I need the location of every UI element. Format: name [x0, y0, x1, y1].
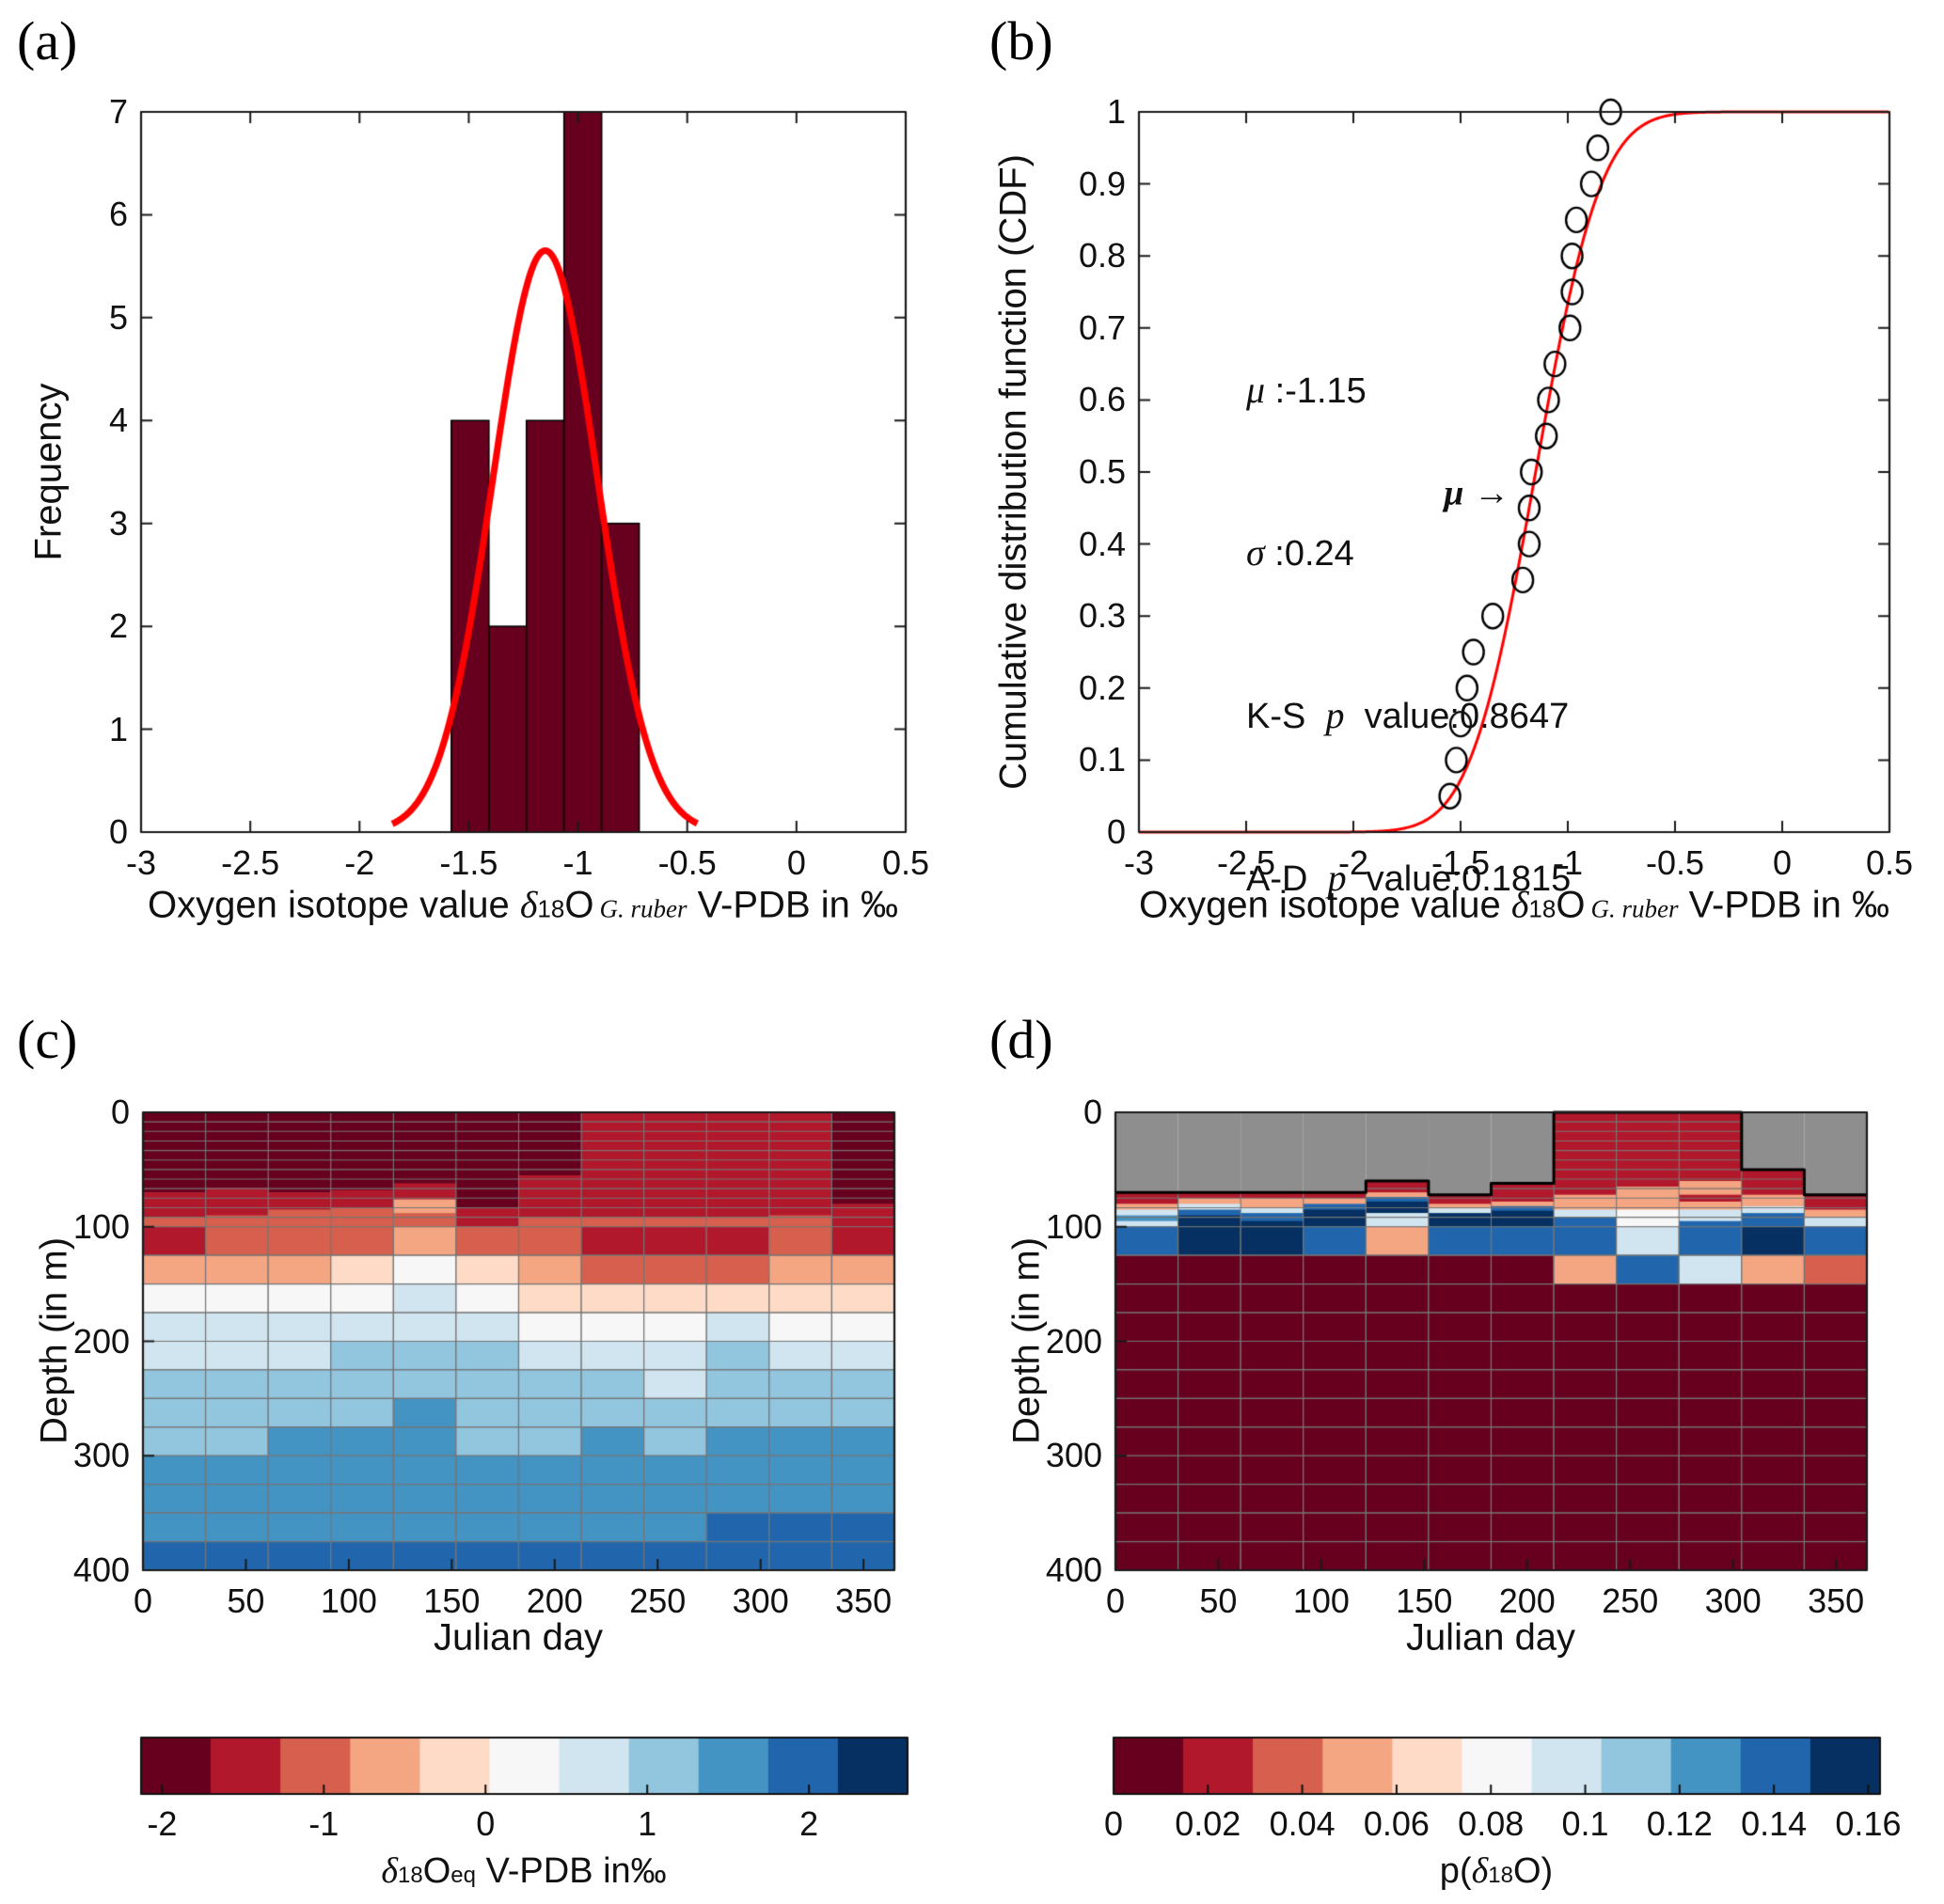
axis-label-d-y: Depth (in m) [1005, 1236, 1048, 1445]
axis-label-a-x: Oxygen isotope value δ 18 O G. ruber V-PDB … [148, 883, 898, 926]
tick-label: 150 [423, 1581, 481, 1620]
tick-label: 0.3 [1078, 596, 1126, 636]
tick-label: -1 [1552, 843, 1584, 882]
tick-label: 0 [476, 1804, 496, 1843]
tick-label: 0 [786, 843, 806, 882]
tick-label: 250 [1602, 1581, 1659, 1620]
axis-label-b-x: Oxygen isotope value δ 18 O G. ruber V-PDB … [1139, 883, 1889, 926]
tick-label: 0.08 [1458, 1804, 1525, 1843]
tick-label: 0 [108, 812, 128, 851]
tick-label: 6 [108, 195, 128, 234]
tick-label: 0 [1106, 812, 1126, 851]
tick-label: 50 [1199, 1581, 1238, 1620]
panel-letter-c: (c) [17, 1009, 78, 1070]
tick-label: 350 [835, 1581, 893, 1620]
tick-label: 4 [108, 401, 128, 440]
axis-label-c-x: Julian day [433, 1616, 604, 1659]
tick-label: 7 [108, 92, 128, 131]
mu-arrow-annotation: μ → [1444, 473, 1509, 513]
tick-label: -2 [1337, 843, 1369, 882]
colorbar-d-label: p(δ 18 O) [1439, 1851, 1554, 1891]
tick-label: 0.2 [1078, 668, 1126, 707]
tick-label: -1 [308, 1804, 340, 1843]
tick-label: 1 [1106, 92, 1126, 131]
tick-label: -1.5 [439, 843, 498, 882]
tick-label: 5 [108, 297, 128, 337]
axis-label-d-x: Julian day [1405, 1616, 1576, 1659]
tick-label: 300 [1704, 1581, 1762, 1620]
tick-label: 50 [227, 1581, 265, 1620]
stats-line-ad: A-D p value:0.1815 [1246, 857, 1572, 899]
tick-label: 0.4 [1078, 524, 1126, 563]
panel-letter-a: (a) [17, 10, 78, 71]
panel-letter-d: (d) [989, 1009, 1053, 1070]
tick-label: 200 [526, 1581, 583, 1620]
axis-label-b-y: Cumulative distribution function (CDF) [992, 154, 1035, 790]
tick-label: 100 [320, 1581, 377, 1620]
tick-label: 350 [1808, 1581, 1865, 1620]
tick-label: 0.1 [1078, 740, 1126, 779]
tick-label: 300 [732, 1581, 789, 1620]
tick-label: -2.5 [1216, 843, 1276, 882]
tick-label: 150 [1396, 1581, 1453, 1620]
tick-label: -2 [147, 1804, 178, 1843]
tick-label: 1 [108, 709, 128, 748]
tick-label: 100 [1045, 1206, 1102, 1246]
stats-line-sigma: σ :0.24 [1246, 531, 1354, 574]
tick-label: 0.5 [1865, 843, 1914, 882]
tick-label: 400 [1045, 1550, 1102, 1589]
tick-label: -3 [125, 843, 157, 882]
tick-label: -2.5 [221, 843, 280, 882]
tick-label: 0.14 [1741, 1804, 1808, 1843]
tick-label: 3 [108, 503, 128, 543]
tick-label: 200 [1498, 1581, 1556, 1620]
tick-label: 0.16 [1835, 1804, 1902, 1843]
tick-label: 0.06 [1363, 1804, 1430, 1843]
tick-label: 0.6 [1078, 380, 1126, 419]
tick-label: -2 [344, 843, 375, 882]
tick-label: -0.5 [657, 843, 717, 882]
tick-label: 400 [72, 1550, 130, 1589]
tick-label: 300 [1045, 1436, 1102, 1475]
tick-label: 0 [1083, 1093, 1102, 1131]
tick-label: 2 [108, 606, 128, 646]
tick-label: -1 [562, 843, 593, 882]
tick-label: 0.5 [881, 843, 930, 882]
tick-label: 0.1 [1561, 1804, 1609, 1843]
stats-line-ks: K-S p value:0.8647 [1246, 694, 1570, 736]
tick-label: 2 [799, 1804, 819, 1843]
tick-label: 0.5 [1078, 452, 1126, 491]
panel-letter-b: (b) [989, 10, 1053, 71]
axis-label-a-y: Frequency [27, 383, 70, 561]
stats-annotation: μ :-1.15 σ :0.24 K-S p value:0.8647 A-D … [1246, 256, 1571, 960]
tick-label: 0 [1105, 1581, 1126, 1620]
tick-label: 1 [638, 1804, 657, 1843]
stats-line-mu: μ :-1.15 [1246, 369, 1367, 411]
tick-label: 0 [1103, 1804, 1124, 1843]
tick-label: -0.5 [1645, 843, 1705, 882]
tick-label: 0.8 [1078, 236, 1126, 275]
tick-label: 250 [629, 1581, 687, 1620]
axis-label-c-y: Depth (in m) [33, 1236, 75, 1445]
tick-label: 200 [1045, 1321, 1102, 1361]
tick-label: 300 [72, 1436, 130, 1475]
tick-label: 0 [133, 1581, 153, 1620]
tick-label: -1.5 [1430, 843, 1491, 882]
tick-label: 0 [1772, 843, 1793, 882]
tick-label: 0 [110, 1093, 130, 1131]
tick-label: -3 [1123, 843, 1155, 882]
tick-label: 200 [72, 1321, 130, 1361]
tick-label: 0.7 [1078, 307, 1126, 347]
tick-label: 0.12 [1646, 1804, 1713, 1843]
tick-label: 0.04 [1269, 1804, 1336, 1843]
tick-label: 100 [1292, 1581, 1350, 1620]
tick-label: 100 [72, 1206, 130, 1246]
tick-label: 0.9 [1078, 164, 1126, 203]
tick-label: 0.02 [1175, 1804, 1241, 1843]
